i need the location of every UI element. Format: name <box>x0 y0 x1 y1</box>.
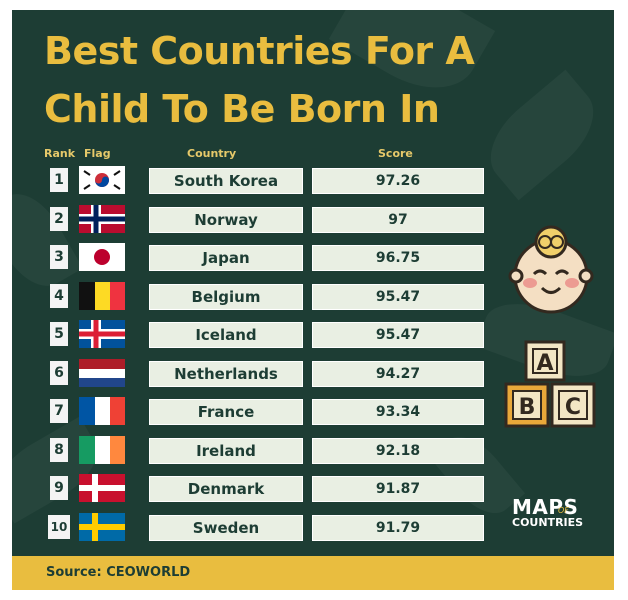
country-cell: Denmark <box>149 476 303 502</box>
country-cell: Sweden <box>149 514 303 541</box>
rank-cell: 1 <box>50 168 68 192</box>
header-score: Score <box>378 147 413 160</box>
country-cell: Belgium <box>149 283 303 310</box>
score-cell: 95.47 <box>312 283 484 310</box>
france-flag-icon <box>79 397 125 425</box>
country-cell: Norway <box>149 206 303 233</box>
block-letter-b: B <box>519 395 536 420</box>
rank-cell: 2 <box>50 206 68 231</box>
chart-title: Best Countries For A Child To Be Born In <box>44 29 475 131</box>
abc-blocks-icon: A B C <box>504 340 596 428</box>
block-letter-a: A <box>536 351 553 376</box>
rank-cell: 7 <box>50 399 68 423</box>
baby-face-icon <box>508 225 594 314</box>
norway-flag-icon <box>79 204 125 233</box>
rank-cell: 5 <box>50 322 68 346</box>
footer-bar: Source: CEOWORLD <box>12 556 614 590</box>
logo-of: OF <box>558 506 569 515</box>
score-cell: 91.87 <box>312 476 484 502</box>
score-cell: 92.18 <box>312 437 484 464</box>
country-cell: France <box>149 399 303 425</box>
netherlands-flag-icon <box>79 358 125 387</box>
rank-cell: 4 <box>50 283 68 308</box>
score-cell: 97.26 <box>312 168 484 194</box>
rank-cell: 3 <box>50 245 68 269</box>
south-korea-flag-icon <box>79 166 125 194</box>
country-cell: South Korea <box>149 168 303 194</box>
score-cell: 93.34 <box>312 399 484 425</box>
belgium-flag-icon <box>79 281 125 310</box>
logo-countries: COUNTRIES <box>512 516 584 529</box>
score-cell: 95.47 <box>312 322 484 348</box>
sweden-flag-icon <box>79 512 125 541</box>
ireland-flag-icon <box>79 435 125 464</box>
source-label: Source: CEOWORLD <box>46 565 191 580</box>
denmark-flag-icon <box>79 474 125 502</box>
infographic-panel: Best Countries For A Child To Be Born In… <box>12 10 614 590</box>
leaf-decoration <box>12 181 83 299</box>
rank-cell: 10 <box>48 514 70 539</box>
header-country: Country <box>187 147 237 160</box>
block-letter-c: C <box>565 395 581 420</box>
country-cell: Netherlands <box>149 360 303 387</box>
iceland-flag-icon <box>79 320 125 348</box>
score-cell: 96.75 <box>312 245 484 271</box>
score-cell: 97 <box>312 206 484 233</box>
rank-cell: 8 <box>50 437 68 462</box>
header-flag: Flag <box>84 147 111 160</box>
rank-cell: 9 <box>50 476 68 500</box>
country-cell: Japan <box>149 245 303 271</box>
leaf-decoration <box>12 416 110 524</box>
score-cell: 91.79 <box>312 514 484 541</box>
logo-maps: MAPS <box>512 495 579 519</box>
header-rank: Rank <box>44 147 76 160</box>
country-cell: Iceland <box>149 322 303 348</box>
rank-cell: 6 <box>50 360 68 385</box>
country-cell: Ireland <box>149 437 303 464</box>
japan-flag-icon <box>79 243 125 271</box>
score-cell: 94.27 <box>312 360 484 387</box>
